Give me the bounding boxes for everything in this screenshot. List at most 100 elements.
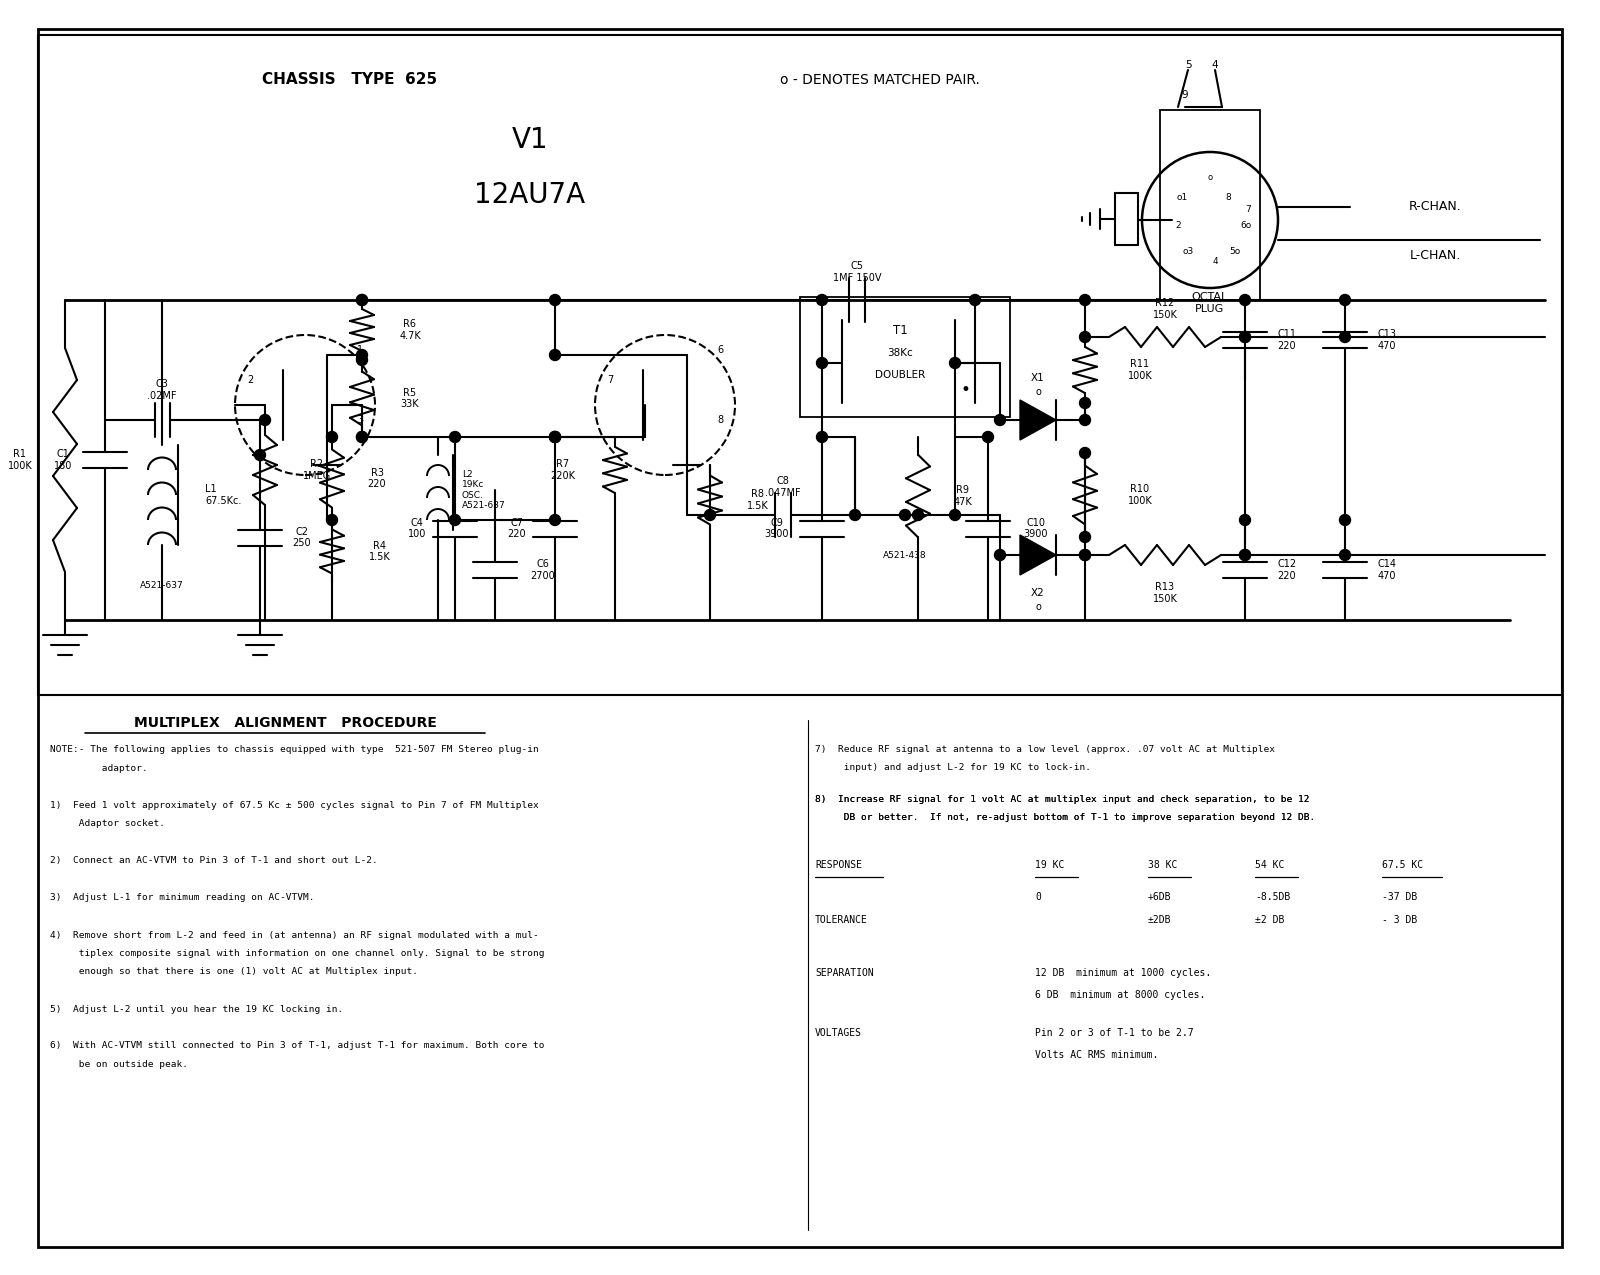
Text: 4: 4 — [1211, 60, 1218, 70]
Text: VOLTAGES: VOLTAGES — [814, 1028, 862, 1038]
Text: C11
220: C11 220 — [1277, 329, 1296, 351]
Text: 6 DB  minimum at 8000 cycles.: 6 DB minimum at 8000 cycles. — [1035, 989, 1205, 1000]
Text: R6
4.7K: R6 4.7K — [398, 319, 421, 340]
Text: 0: 0 — [1035, 892, 1042, 901]
Text: C14
470: C14 470 — [1378, 560, 1397, 581]
Text: 5: 5 — [1184, 60, 1192, 70]
Circle shape — [1080, 550, 1091, 561]
Bar — [800, 297, 1010, 417]
Circle shape — [1240, 295, 1251, 306]
Circle shape — [357, 354, 368, 366]
Circle shape — [912, 510, 923, 520]
Text: 2: 2 — [246, 375, 253, 385]
Text: 8)  Increase RF signal for 1 volt AC at multiplex input and check separation, to: 8) Increase RF signal for 1 volt AC at m… — [814, 796, 1309, 805]
Text: T1: T1 — [893, 324, 907, 337]
Text: 7: 7 — [1245, 205, 1251, 214]
Text: C7
220: C7 220 — [507, 518, 526, 539]
Text: C8
.047MF: C8 .047MF — [765, 476, 800, 497]
Text: +6DB: +6DB — [1149, 892, 1171, 901]
Circle shape — [1339, 332, 1350, 343]
Circle shape — [326, 431, 338, 442]
Circle shape — [1080, 550, 1091, 561]
Text: tiplex composite signal with information on one channel only. Signal to be stron: tiplex composite signal with information… — [50, 949, 544, 958]
Text: input) and adjust L-2 for 19 KC to lock-in.: input) and adjust L-2 for 19 KC to lock-… — [814, 764, 1091, 773]
Text: R-CHAN.: R-CHAN. — [1408, 200, 1461, 213]
Text: 1)  Feed 1 volt approximately of 67.5 Kc ± 500 cycles signal to Pin 7 of FM Mult: 1) Feed 1 volt approximately of 67.5 Kc … — [50, 801, 539, 810]
Text: Adaptor socket.: Adaptor socket. — [50, 820, 165, 829]
Circle shape — [549, 431, 560, 442]
Text: -37 DB: -37 DB — [1382, 892, 1418, 901]
Text: R13
150K: R13 150K — [1152, 583, 1178, 604]
Text: 38 KC: 38 KC — [1149, 861, 1178, 870]
Text: 4: 4 — [1213, 258, 1218, 266]
Text: 19 KC: 19 KC — [1035, 861, 1064, 870]
Text: 3)  Adjust L-1 for minimum reading on AC-VTVM.: 3) Adjust L-1 for minimum reading on AC-… — [50, 894, 315, 903]
Circle shape — [899, 510, 910, 520]
Circle shape — [1080, 414, 1091, 426]
Circle shape — [949, 510, 960, 520]
Text: o3: o3 — [1182, 247, 1194, 256]
Text: ±2DB: ±2DB — [1149, 915, 1171, 924]
Text: C4
100: C4 100 — [408, 518, 426, 539]
Circle shape — [549, 431, 560, 442]
Text: R2
1MEG: R2 1MEG — [302, 459, 331, 481]
Text: L2
19Kc
OSC.
A521-637: L2 19Kc OSC. A521-637 — [462, 470, 506, 510]
Text: Pin 2 or 3 of T-1 to be 2.7: Pin 2 or 3 of T-1 to be 2.7 — [1035, 1028, 1194, 1038]
Text: 6)  With AC-VTVM still connected to Pin 3 of T-1, adjust T-1 for maximum. Both c: 6) With AC-VTVM still connected to Pin 3… — [50, 1042, 544, 1051]
Text: adaptor.: adaptor. — [50, 764, 147, 773]
Text: A521-637: A521-637 — [141, 580, 184, 589]
Circle shape — [357, 431, 368, 442]
Text: C13
470: C13 470 — [1378, 329, 1397, 351]
Text: •: • — [960, 381, 970, 399]
Text: 7)  Reduce RF signal at antenna to a low level (approx. .07 volt AC at Multiplex: 7) Reduce RF signal at antenna to a low … — [814, 746, 1275, 755]
Circle shape — [1080, 295, 1091, 306]
Text: TOLERANCE: TOLERANCE — [814, 915, 867, 924]
Text: X1: X1 — [1030, 374, 1045, 382]
Circle shape — [1240, 550, 1251, 561]
Text: R4
1.5K: R4 1.5K — [370, 541, 390, 562]
Circle shape — [704, 510, 715, 520]
Text: C1
180: C1 180 — [54, 449, 72, 470]
Text: R10
100K: R10 100K — [1128, 484, 1152, 506]
Text: - 3 DB: - 3 DB — [1382, 915, 1418, 924]
Text: R9
47K: R9 47K — [954, 486, 973, 506]
Text: C5
1MF 150V: C5 1MF 150V — [834, 261, 882, 283]
Circle shape — [450, 431, 461, 442]
Text: 6: 6 — [717, 346, 723, 354]
Text: L1
67.5Kc.: L1 67.5Kc. — [205, 484, 242, 506]
Text: o - DENOTES MATCHED PAIR.: o - DENOTES MATCHED PAIR. — [781, 73, 979, 87]
Circle shape — [357, 295, 368, 306]
Text: DB or better.  If not, re-adjust bottom of T-1 to improve separation beyond 12 D: DB or better. If not, re-adjust bottom o… — [814, 813, 1315, 822]
Text: 3: 3 — [357, 414, 363, 425]
Text: L-CHAN.: L-CHAN. — [1410, 249, 1461, 261]
Bar — [1160, 110, 1261, 300]
Bar — [38, 34, 1562, 695]
Text: R11
100K: R11 100K — [1128, 360, 1152, 381]
Circle shape — [850, 510, 861, 520]
Text: C6
2700: C6 2700 — [531, 560, 555, 581]
Text: OCTAL
PLUG: OCTAL PLUG — [1192, 292, 1229, 314]
Text: C9
3900: C9 3900 — [765, 518, 789, 539]
Circle shape — [1240, 332, 1251, 343]
Text: 2)  Connect an AC-VTVM to Pin 3 of T-1 and short out L-2.: 2) Connect an AC-VTVM to Pin 3 of T-1 an… — [50, 857, 378, 866]
Circle shape — [1080, 532, 1091, 542]
Circle shape — [549, 349, 560, 361]
Text: 5o: 5o — [1229, 247, 1240, 256]
Text: R8
1.5K: R8 1.5K — [747, 490, 770, 511]
Text: MULTIPLEX   ALIGNMENT   PROCEDURE: MULTIPLEX ALIGNMENT PROCEDURE — [133, 717, 437, 731]
Text: C10
3900: C10 3900 — [1024, 518, 1048, 539]
Text: o: o — [1208, 173, 1213, 182]
Text: 8)  Increase RF signal for 1 volt AC at multiplex input and check separation, to: 8) Increase RF signal for 1 volt AC at m… — [814, 796, 1309, 805]
Text: ±2 DB: ±2 DB — [1254, 915, 1285, 924]
Circle shape — [254, 450, 266, 460]
Circle shape — [1240, 332, 1251, 343]
Text: R3
220: R3 220 — [368, 468, 386, 490]
Text: X2: X2 — [1030, 588, 1045, 598]
Text: C2
250: C2 250 — [293, 527, 312, 548]
Circle shape — [357, 431, 368, 442]
Circle shape — [816, 295, 827, 306]
Circle shape — [995, 414, 1005, 426]
Circle shape — [949, 357, 960, 368]
Text: enough so that there is one (1) volt AC at Multiplex input.: enough so that there is one (1) volt AC … — [50, 968, 418, 977]
Circle shape — [549, 515, 560, 525]
